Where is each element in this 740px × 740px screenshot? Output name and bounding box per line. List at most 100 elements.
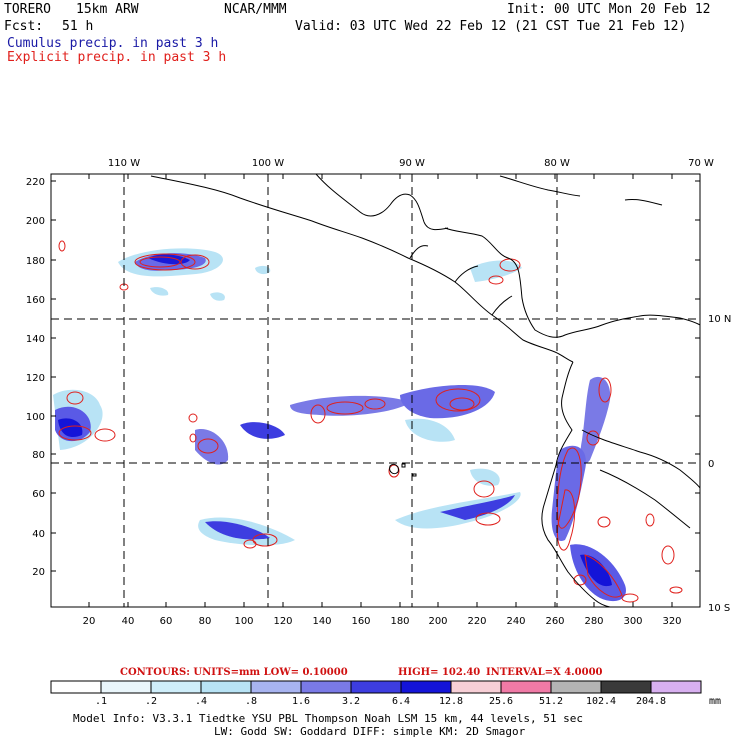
contour-info: CONTOURS: UNITS=mm LOW= 0.10000 <box>120 667 348 678</box>
precip-area <box>470 468 500 486</box>
x-tick-label: 100 <box>234 616 253 627</box>
precip-contour <box>243 539 257 549</box>
x-tick-label: 200 <box>428 616 447 627</box>
y-tick-marks <box>51 180 700 572</box>
coastline-colombia-ecuador-peru <box>541 361 611 607</box>
longitude-labels: 110 W 100 W 90 W 80 W 70 W <box>108 158 714 169</box>
colorbar-label: 25.6 <box>488 696 514 707</box>
model-info: Model Info: V3.3.1 Tiedtke YSU PBL Thomp… <box>73 712 583 725</box>
precip-contour <box>197 438 219 454</box>
model-resolution: 15km ARW <box>76 2 139 17</box>
latitude-labels: 10 N 0 10 S <box>708 314 731 614</box>
precip-contour <box>556 489 576 551</box>
colorbar-unit: mm <box>708 696 722 707</box>
precip-contour <box>449 397 475 411</box>
colorbar-swatch <box>50 680 102 694</box>
colorbar-swatch <box>650 680 702 694</box>
explicit-legend: Explicit precip. in past 3 h <box>7 50 227 65</box>
border-andes-interior <box>581 429 700 489</box>
x-tick-label: 160 <box>351 616 370 627</box>
x-tick-label: 140 <box>312 616 331 627</box>
colorbar-swatch <box>500 680 552 694</box>
coastline-venezuela <box>639 314 700 326</box>
border-central-america <box>409 245 513 316</box>
colorbar-label: 6.4 <box>391 696 411 707</box>
x-tick-label: 240 <box>506 616 525 627</box>
colorbar-label: 1.6 <box>291 696 311 707</box>
colorbar-swatch <box>450 680 502 694</box>
hispaniola-coastline <box>624 199 663 206</box>
x-tick-label: 300 <box>623 616 642 627</box>
precip-area <box>205 521 270 540</box>
colorbar-swatch <box>550 680 602 694</box>
precip-area <box>580 554 612 587</box>
precip-contour <box>388 464 400 478</box>
coastline-caribbean-central-america <box>444 227 641 338</box>
precip-contour <box>621 593 639 603</box>
precip-contour <box>134 253 196 271</box>
x-tick-label: 20 <box>83 616 96 627</box>
y-tick-label: 160 <box>26 295 45 306</box>
forecast-hours: 51 h <box>62 19 94 34</box>
precip-contour <box>180 254 210 270</box>
precip-area <box>400 384 495 419</box>
y-axis: 220 200 180 160 140 120 100 80 60 40 20 <box>26 177 45 578</box>
colorbar-swatch <box>250 680 302 694</box>
precip-contour <box>188 413 198 423</box>
valid-time: Valid: 03 UTC Wed 22 Feb 12 (21 CST Tue … <box>295 19 687 34</box>
precip-contour <box>473 480 495 498</box>
precip-area <box>470 260 522 282</box>
precip-area <box>580 376 611 464</box>
colorbar <box>50 680 702 694</box>
colorbar-swatch <box>600 680 652 694</box>
y-tick-label: 180 <box>26 256 45 267</box>
precip-contour <box>557 447 582 529</box>
precip-contour <box>584 554 623 598</box>
colorbar-label: .4 <box>194 696 208 707</box>
y-tick-label: 60 <box>32 489 45 500</box>
colorbar-swatch <box>400 680 452 694</box>
lon-label: 90 W <box>399 158 425 169</box>
precip-area <box>210 292 225 301</box>
precip-area <box>290 395 410 416</box>
precip-contour <box>435 388 481 412</box>
precip-area <box>551 445 586 541</box>
x-tick-label: 280 <box>584 616 603 627</box>
colorbar-swatch <box>350 680 402 694</box>
graticule <box>51 174 700 607</box>
coastlines <box>150 174 700 607</box>
x-tick-marks <box>88 174 673 607</box>
colorbar-label: .8 <box>244 696 258 707</box>
precip-contour <box>475 512 501 526</box>
lon-label: 110 W <box>108 158 140 169</box>
lon-label: 70 W <box>688 158 714 169</box>
precip-contour <box>488 275 504 285</box>
lat-label: 10 N <box>708 314 731 325</box>
colorbar-swatch <box>300 680 352 694</box>
precip-contour <box>58 240 66 252</box>
precip-contour <box>661 545 675 565</box>
colorbar-swatch <box>100 680 152 694</box>
x-tick-label: 80 <box>199 616 212 627</box>
precip-contour <box>94 428 116 442</box>
contour-interval: INTERVAL=X 4.0000 <box>486 667 603 678</box>
colorbar-label: .2 <box>144 696 158 707</box>
x-tick-label: 120 <box>273 616 292 627</box>
organization: NCAR/MMM <box>224 2 287 17</box>
precip-area <box>255 265 271 275</box>
precip-contour <box>597 516 611 528</box>
y-tick-label: 140 <box>26 334 45 345</box>
y-tick-label: 80 <box>32 450 45 461</box>
y-tick-label: 20 <box>32 567 45 578</box>
lon-label: 100 W <box>252 158 284 169</box>
y-tick-label: 40 <box>32 529 45 540</box>
precip-contour <box>58 425 92 441</box>
forecast-label: Fcst: <box>4 19 44 34</box>
y-tick-label: 100 <box>26 412 45 423</box>
y-tick-label: 200 <box>26 216 45 227</box>
lat-label: 10 S <box>708 603 730 614</box>
precip-area <box>440 495 515 520</box>
contour-high: HIGH= 102.40 <box>398 667 481 678</box>
init-time: Init: 00 UTC Mon 20 Feb 12 <box>507 2 711 17</box>
precip-contour <box>669 586 683 594</box>
